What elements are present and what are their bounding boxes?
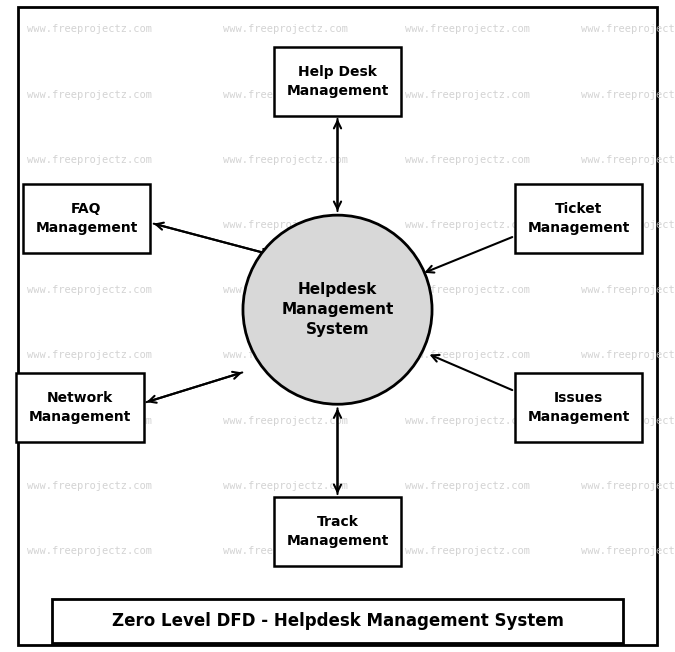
Text: Help Desk
Management: Help Desk Management bbox=[286, 65, 389, 98]
Text: Track
Management: Track Management bbox=[286, 515, 389, 548]
Text: www.freeprojectz.com: www.freeprojectz.com bbox=[581, 89, 675, 100]
Text: www.freeprojectz.com: www.freeprojectz.com bbox=[406, 285, 531, 295]
FancyBboxPatch shape bbox=[23, 184, 150, 252]
FancyBboxPatch shape bbox=[52, 599, 623, 643]
Text: www.freeprojectz.com: www.freeprojectz.com bbox=[27, 24, 153, 35]
Text: www.freeprojectz.com: www.freeprojectz.com bbox=[406, 481, 531, 491]
Text: Helpdesk
Management
System: Helpdesk Management System bbox=[281, 282, 394, 337]
FancyBboxPatch shape bbox=[515, 184, 643, 252]
FancyArrowPatch shape bbox=[334, 408, 341, 492]
Text: www.freeprojectz.com: www.freeprojectz.com bbox=[581, 546, 675, 556]
Text: www.freeprojectz.com: www.freeprojectz.com bbox=[406, 350, 531, 361]
Text: www.freeprojectz.com: www.freeprojectz.com bbox=[581, 155, 675, 165]
Text: Network
Management: Network Management bbox=[29, 391, 131, 424]
FancyArrowPatch shape bbox=[431, 355, 512, 390]
Text: www.freeprojectz.com: www.freeprojectz.com bbox=[223, 546, 348, 556]
FancyArrowPatch shape bbox=[334, 411, 341, 494]
Text: www.freeprojectz.com: www.freeprojectz.com bbox=[581, 24, 675, 35]
FancyBboxPatch shape bbox=[274, 497, 401, 565]
Text: www.freeprojectz.com: www.freeprojectz.com bbox=[223, 220, 348, 230]
FancyArrowPatch shape bbox=[146, 372, 240, 402]
Text: www.freeprojectz.com: www.freeprojectz.com bbox=[581, 285, 675, 295]
Text: www.freeprojectz.com: www.freeprojectz.com bbox=[223, 350, 348, 361]
Text: www.freeprojectz.com: www.freeprojectz.com bbox=[406, 546, 531, 556]
Text: www.freeprojectz.com: www.freeprojectz.com bbox=[27, 415, 153, 426]
Text: www.freeprojectz.com: www.freeprojectz.com bbox=[223, 481, 348, 491]
Text: www.freeprojectz.com: www.freeprojectz.com bbox=[406, 220, 531, 230]
Text: www.freeprojectz.com: www.freeprojectz.com bbox=[406, 155, 531, 165]
Text: www.freeprojectz.com: www.freeprojectz.com bbox=[581, 481, 675, 491]
Text: www.freeprojectz.com: www.freeprojectz.com bbox=[406, 415, 531, 426]
Text: www.freeprojectz.com: www.freeprojectz.com bbox=[406, 24, 531, 35]
Text: www.freeprojectz.com: www.freeprojectz.com bbox=[406, 89, 531, 100]
Text: Zero Level DFD - Helpdesk Management System: Zero Level DFD - Helpdesk Management Sys… bbox=[111, 612, 564, 630]
FancyBboxPatch shape bbox=[274, 47, 401, 116]
Text: www.freeprojectz.com: www.freeprojectz.com bbox=[223, 155, 348, 165]
Text: www.freeprojectz.com: www.freeprojectz.com bbox=[581, 350, 675, 361]
FancyBboxPatch shape bbox=[16, 373, 144, 442]
FancyArrowPatch shape bbox=[334, 119, 341, 209]
Text: www.freeprojectz.com: www.freeprojectz.com bbox=[27, 546, 153, 556]
Text: www.freeprojectz.com: www.freeprojectz.com bbox=[27, 155, 153, 165]
Text: www.freeprojectz.com: www.freeprojectz.com bbox=[223, 89, 348, 100]
Text: Ticket
Management: Ticket Management bbox=[528, 202, 630, 235]
Text: www.freeprojectz.com: www.freeprojectz.com bbox=[223, 285, 348, 295]
FancyArrowPatch shape bbox=[334, 121, 341, 211]
Text: www.freeprojectz.com: www.freeprojectz.com bbox=[27, 285, 153, 295]
FancyArrowPatch shape bbox=[156, 222, 271, 255]
FancyBboxPatch shape bbox=[18, 7, 657, 645]
Text: www.freeprojectz.com: www.freeprojectz.com bbox=[581, 415, 675, 426]
FancyArrowPatch shape bbox=[148, 372, 242, 403]
Text: Issues
Management: Issues Management bbox=[528, 391, 630, 424]
Text: FAQ
Management: FAQ Management bbox=[35, 202, 138, 235]
Text: www.freeprojectz.com: www.freeprojectz.com bbox=[27, 350, 153, 361]
Text: www.freeprojectz.com: www.freeprojectz.com bbox=[27, 481, 153, 491]
FancyBboxPatch shape bbox=[515, 373, 643, 442]
FancyArrowPatch shape bbox=[427, 237, 512, 273]
Text: www.freeprojectz.com: www.freeprojectz.com bbox=[581, 220, 675, 230]
Text: www.freeprojectz.com: www.freeprojectz.com bbox=[223, 415, 348, 426]
FancyArrowPatch shape bbox=[154, 224, 269, 256]
Text: www.freeprojectz.com: www.freeprojectz.com bbox=[27, 89, 153, 100]
Text: www.freeprojectz.com: www.freeprojectz.com bbox=[27, 220, 153, 230]
Text: www.freeprojectz.com: www.freeprojectz.com bbox=[223, 24, 348, 35]
Circle shape bbox=[243, 215, 432, 404]
